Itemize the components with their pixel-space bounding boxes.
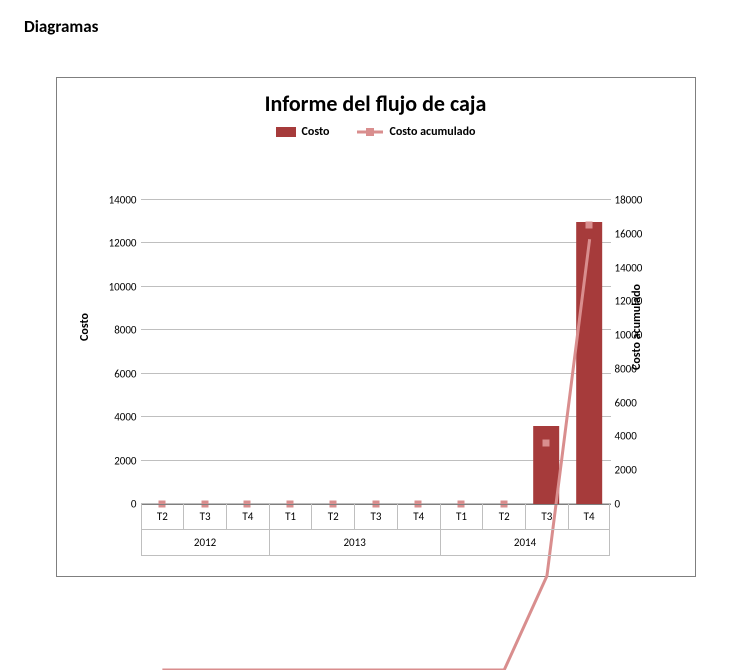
y-left-tick: 10000: [93, 280, 137, 293]
line-series: [141, 200, 611, 670]
line-marker: [586, 222, 593, 229]
y-right-tick: 16000: [615, 227, 659, 240]
line-marker: [543, 440, 550, 447]
x-quarter-cell: T3: [354, 504, 397, 530]
y-left-tick: 4000: [93, 411, 137, 424]
cashflow-chart: Informe del flujo de caja Costo Costo ac…: [56, 77, 696, 577]
legend-label-line: Costo acumulado: [389, 125, 475, 139]
legend-item-line: Costo acumulado: [357, 125, 475, 139]
y-right-tick: 0: [615, 498, 659, 511]
y-right-tick: 14000: [615, 261, 659, 274]
x-quarter-cell: T1: [440, 504, 483, 530]
y-left-tick: 12000: [93, 237, 137, 250]
legend-label-bar: Costo: [302, 125, 330, 139]
x-quarter-cell: T2: [482, 504, 525, 530]
y-right-tick: 4000: [615, 430, 659, 443]
y-right-tick-labels: 0200040006000800010000120001400016000180…: [615, 200, 659, 504]
y-left-tick: 14000: [93, 194, 137, 207]
page-heading: Diagramas: [24, 16, 727, 37]
y-right-tick: 18000: [615, 194, 659, 207]
legend-swatch-line: [357, 127, 383, 137]
x-quarter-cell: T1: [269, 504, 312, 530]
y-left-tick: 0: [93, 498, 137, 511]
y-left-tick: 6000: [93, 367, 137, 380]
y-right-tick: 12000: [615, 295, 659, 308]
x-quarter-row: T2T3T4T1T2T3T4T1T2T3T4: [141, 504, 611, 530]
x-quarter-cell: T3: [525, 504, 568, 530]
y-right-tick: 10000: [615, 329, 659, 342]
y-left-tick-labels: 02000400060008000100001200014000: [93, 200, 137, 504]
y-right-tick: 2000: [615, 464, 659, 477]
y-right-tick: 6000: [615, 396, 659, 409]
x-year-cell: 2014: [440, 530, 611, 556]
x-year-cell: 2012: [141, 530, 269, 556]
x-year-cell: 2013: [269, 530, 440, 556]
x-quarter-cell: T2: [311, 504, 354, 530]
chart-title: Informe del flujo de caja: [57, 90, 695, 117]
x-quarter-cell: T3: [183, 504, 226, 530]
x-year-row: 201220132014: [141, 530, 611, 556]
legend-item-bar: Costo: [276, 125, 330, 139]
x-quarter-cell: T4: [568, 504, 611, 530]
x-quarter-cell: T2: [141, 504, 184, 530]
y-left-tick: 8000: [93, 324, 137, 337]
chart-legend: Costo Costo acumulado: [57, 125, 695, 139]
x-quarter-cell: T4: [226, 504, 269, 530]
plot-area: 02000400060008000100001200014000 0200040…: [141, 200, 611, 504]
x-axis: T2T3T4T1T2T3T4T1T2T3T4 201220132014: [141, 504, 611, 558]
line-path: [162, 239, 589, 670]
y-left-tick: 2000: [93, 454, 137, 467]
legend-swatch-bar: [276, 127, 296, 137]
y-left-axis-title: Costo: [77, 313, 91, 341]
x-quarter-cell: T4: [397, 504, 440, 530]
y-right-tick: 8000: [615, 362, 659, 375]
